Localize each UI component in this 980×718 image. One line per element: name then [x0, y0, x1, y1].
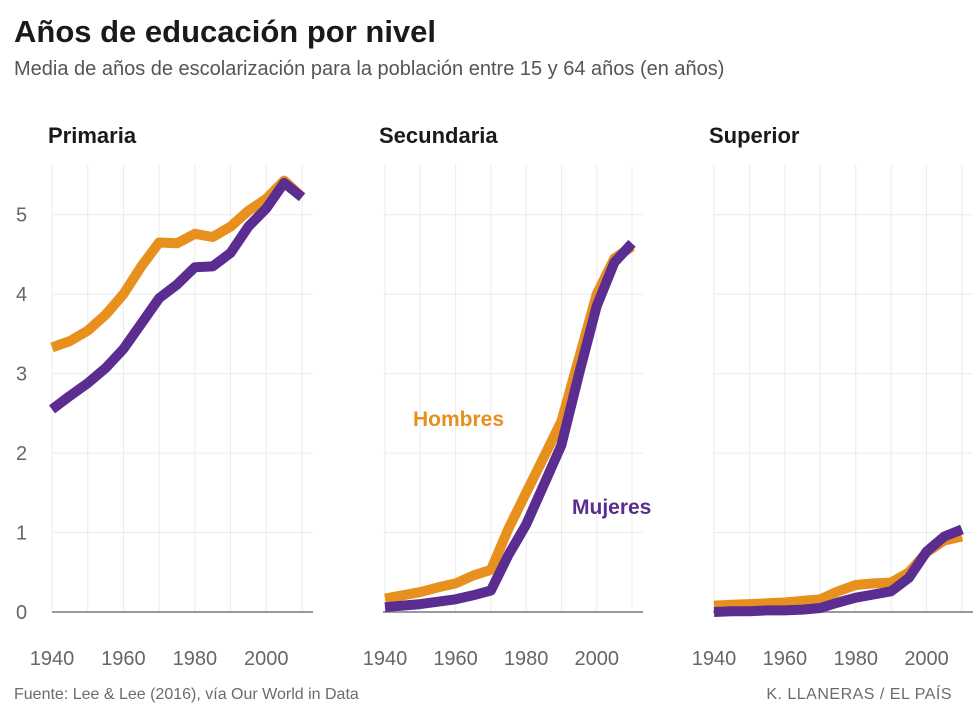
y-tick-label: 2 — [16, 443, 27, 465]
x-tick-label: 1980 — [173, 648, 218, 670]
y-tick-label: 1 — [16, 523, 27, 545]
series-line-hombres-primaria — [50, 175, 306, 353]
credit-note: K. LLANERAS / EL PAÍS — [766, 686, 952, 703]
chart-title: Años de educación por nivel — [14, 14, 437, 49]
x-tick-label: 1940 — [363, 648, 408, 670]
x-tick-label: 1960 — [101, 648, 146, 670]
series-line-mujeres-superior — [713, 524, 964, 617]
x-tick-label: 2000 — [244, 648, 289, 670]
y-tick-label: 4 — [16, 284, 27, 306]
panel-title: Primaria — [48, 123, 137, 148]
x-tick-label: 1940 — [692, 648, 737, 670]
series-label-mujeres: Mujeres — [572, 496, 651, 519]
y-tick-label: 3 — [16, 364, 27, 386]
y-tick-label: 0 — [16, 602, 27, 624]
series-line-mujeres-secundaria — [384, 239, 636, 613]
x-tick-label: 1980 — [833, 648, 878, 670]
x-tick-label: 1960 — [433, 648, 478, 670]
series-line-mujeres-primaria — [48, 177, 306, 414]
x-tick-label: 1980 — [504, 648, 549, 670]
panel-title: Secundaria — [379, 123, 498, 148]
panel-title: Superior — [709, 123, 800, 148]
x-tick-label: 1940 — [30, 648, 75, 670]
source-note: Fuente: Lee & Lee (2016), vía Our World … — [14, 686, 359, 703]
series-label-hombres: Hombres — [413, 408, 504, 431]
x-tick-label: 2000 — [574, 648, 619, 670]
x-tick-label: 1960 — [763, 648, 808, 670]
chart-subtitle: Media de años de escolarización para la … — [14, 58, 725, 80]
y-tick-label: 5 — [16, 205, 27, 227]
x-tick-label: 2000 — [904, 648, 949, 670]
